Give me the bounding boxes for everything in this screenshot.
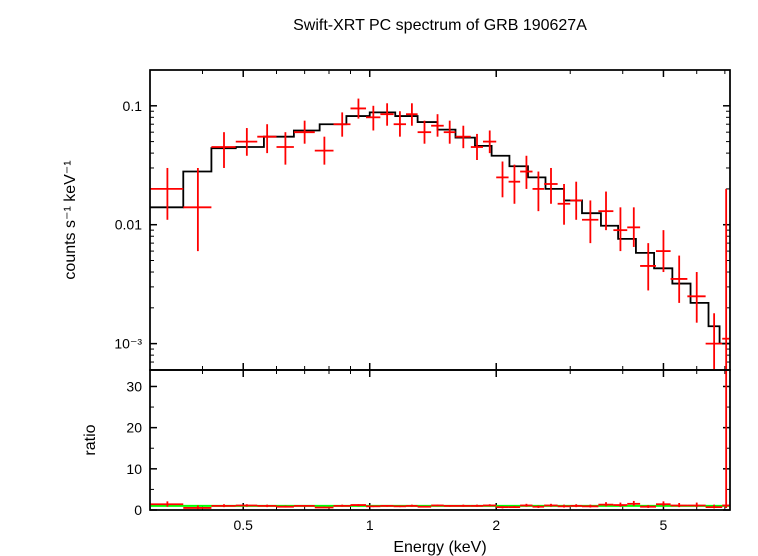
x-tick-label: 2: [492, 517, 500, 533]
y-tick-label-top: 10⁻³: [114, 336, 142, 352]
y-tick-label-top: 0.01: [115, 217, 142, 233]
x-tick-label: 1: [366, 517, 374, 533]
y-tick-label-bot: 0: [134, 502, 142, 518]
top-panel-frame: [150, 70, 730, 370]
chart-container: Swift-XRT PC spectrum of GRB 190627A 0.5 1…: [0, 0, 758, 556]
spectrum-chart: Swift-XRT PC spectrum of GRB 190627A 0.5 1…: [0, 0, 758, 556]
y-tick-label-bot: 30: [126, 378, 142, 394]
x-tick-label: 0.5: [233, 517, 253, 533]
y-tick-label-top: 0.1: [123, 98, 143, 114]
y-tick-label-bot: 10: [126, 461, 142, 477]
y-tick-label-bot: 20: [126, 420, 142, 436]
y-axis-label-top: counts s⁻¹ keV⁻¹: [62, 160, 79, 279]
chart-title: Swift-XRT PC spectrum of GRB 190627A: [293, 17, 587, 34]
model-step-line: [150, 112, 730, 343]
x-tick-label: 5: [660, 517, 668, 533]
y-axis-label-bot: ratio: [82, 424, 99, 455]
bottom-panel-frame: [150, 370, 730, 510]
x-axis-label: Energy (keV): [393, 539, 486, 556]
